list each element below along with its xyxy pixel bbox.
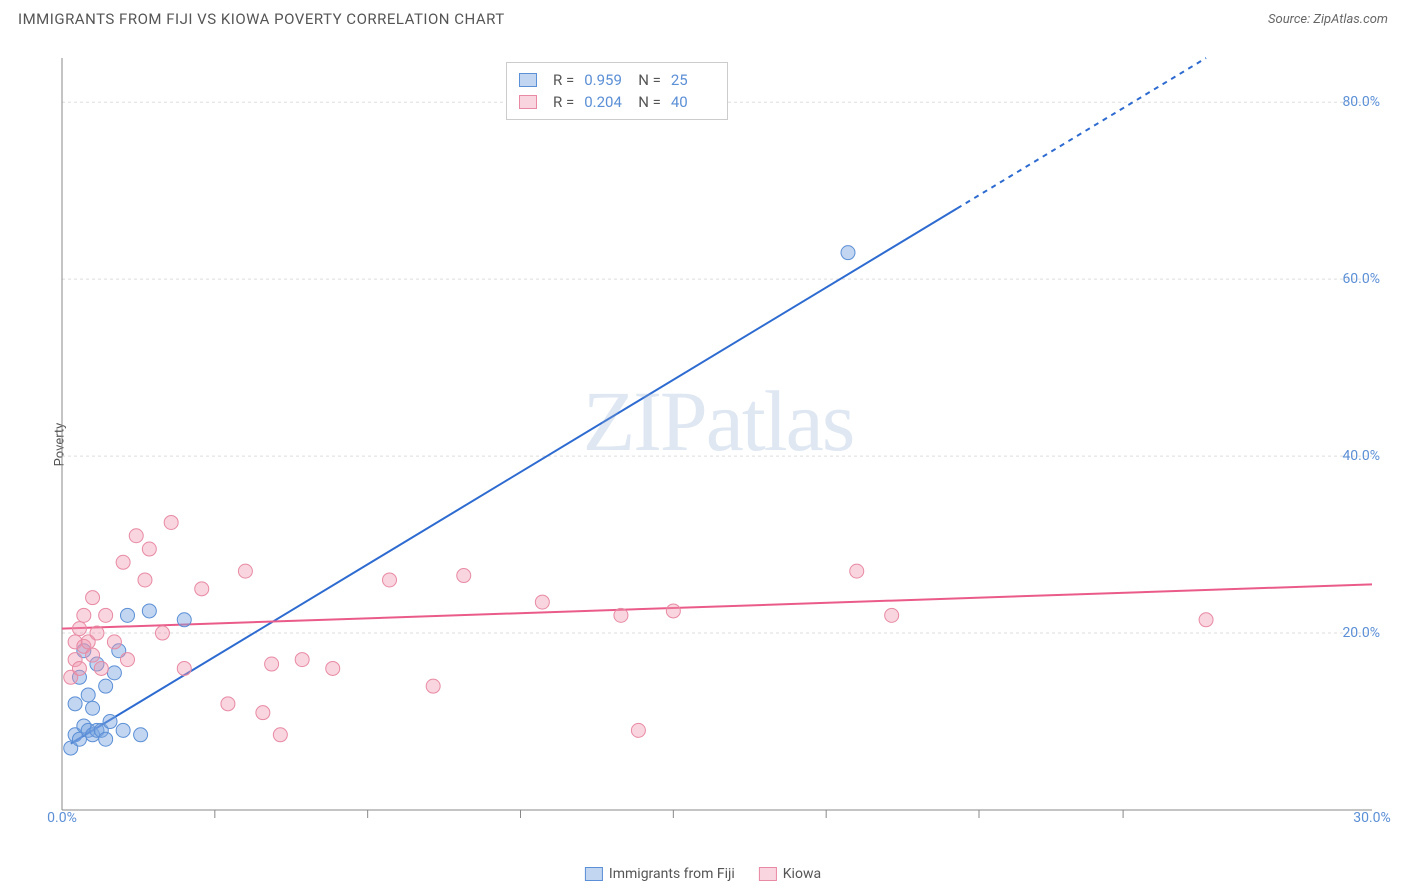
x-tick-label: 0.0% [47,810,77,826]
stat-legend-row: R = 0.204 N = 40 [519,91,715,113]
legend-swatch [519,95,537,109]
stat-legend-row: R = 0.959 N = 25 [519,69,715,91]
legend-item: Immigrants from Fiji [585,866,735,882]
stat-r-label: R = [553,71,574,89]
stat-r-label: R = [553,93,574,111]
stat-n-label: N = [638,71,661,89]
chart-title: IMMIGRANTS FROM FIJI VS KIOWA POVERTY CO… [18,10,505,28]
chart-header: IMMIGRANTS FROM FIJI VS KIOWA POVERTY CO… [0,0,1406,34]
y-tick-label: 60.0% [1342,271,1380,287]
legend-swatch [585,867,603,881]
stat-r-value: 0.959 [584,71,628,89]
y-tick-label: 40.0% [1342,448,1380,464]
stat-legend: R = 0.959 N = 25 R = 0.204 N = 40 [506,62,728,120]
legend-label: Kiowa [783,866,821,882]
stat-n-value: 40 [671,93,715,111]
source-label: Source: ZipAtlas.com [1268,12,1388,27]
chart-area: Poverty ZIPatlas 20.0%40.0%60.0%80.0% 0.… [48,42,1388,832]
stat-n-label: N = [638,93,661,111]
y-tick-label: 80.0% [1342,94,1380,110]
legend-label: Immigrants from Fiji [609,866,735,882]
stat-n-value: 25 [671,71,715,89]
y-tick-label: 20.0% [1342,625,1380,641]
scatter-plot [48,42,1372,830]
legend-swatch [759,867,777,881]
bottom-legend: Immigrants from Fiji Kiowa [585,866,821,882]
legend-item: Kiowa [759,866,821,882]
x-tick-label: 30.0% [1353,810,1391,826]
stat-r-value: 0.204 [584,93,628,111]
legend-swatch [519,73,537,87]
